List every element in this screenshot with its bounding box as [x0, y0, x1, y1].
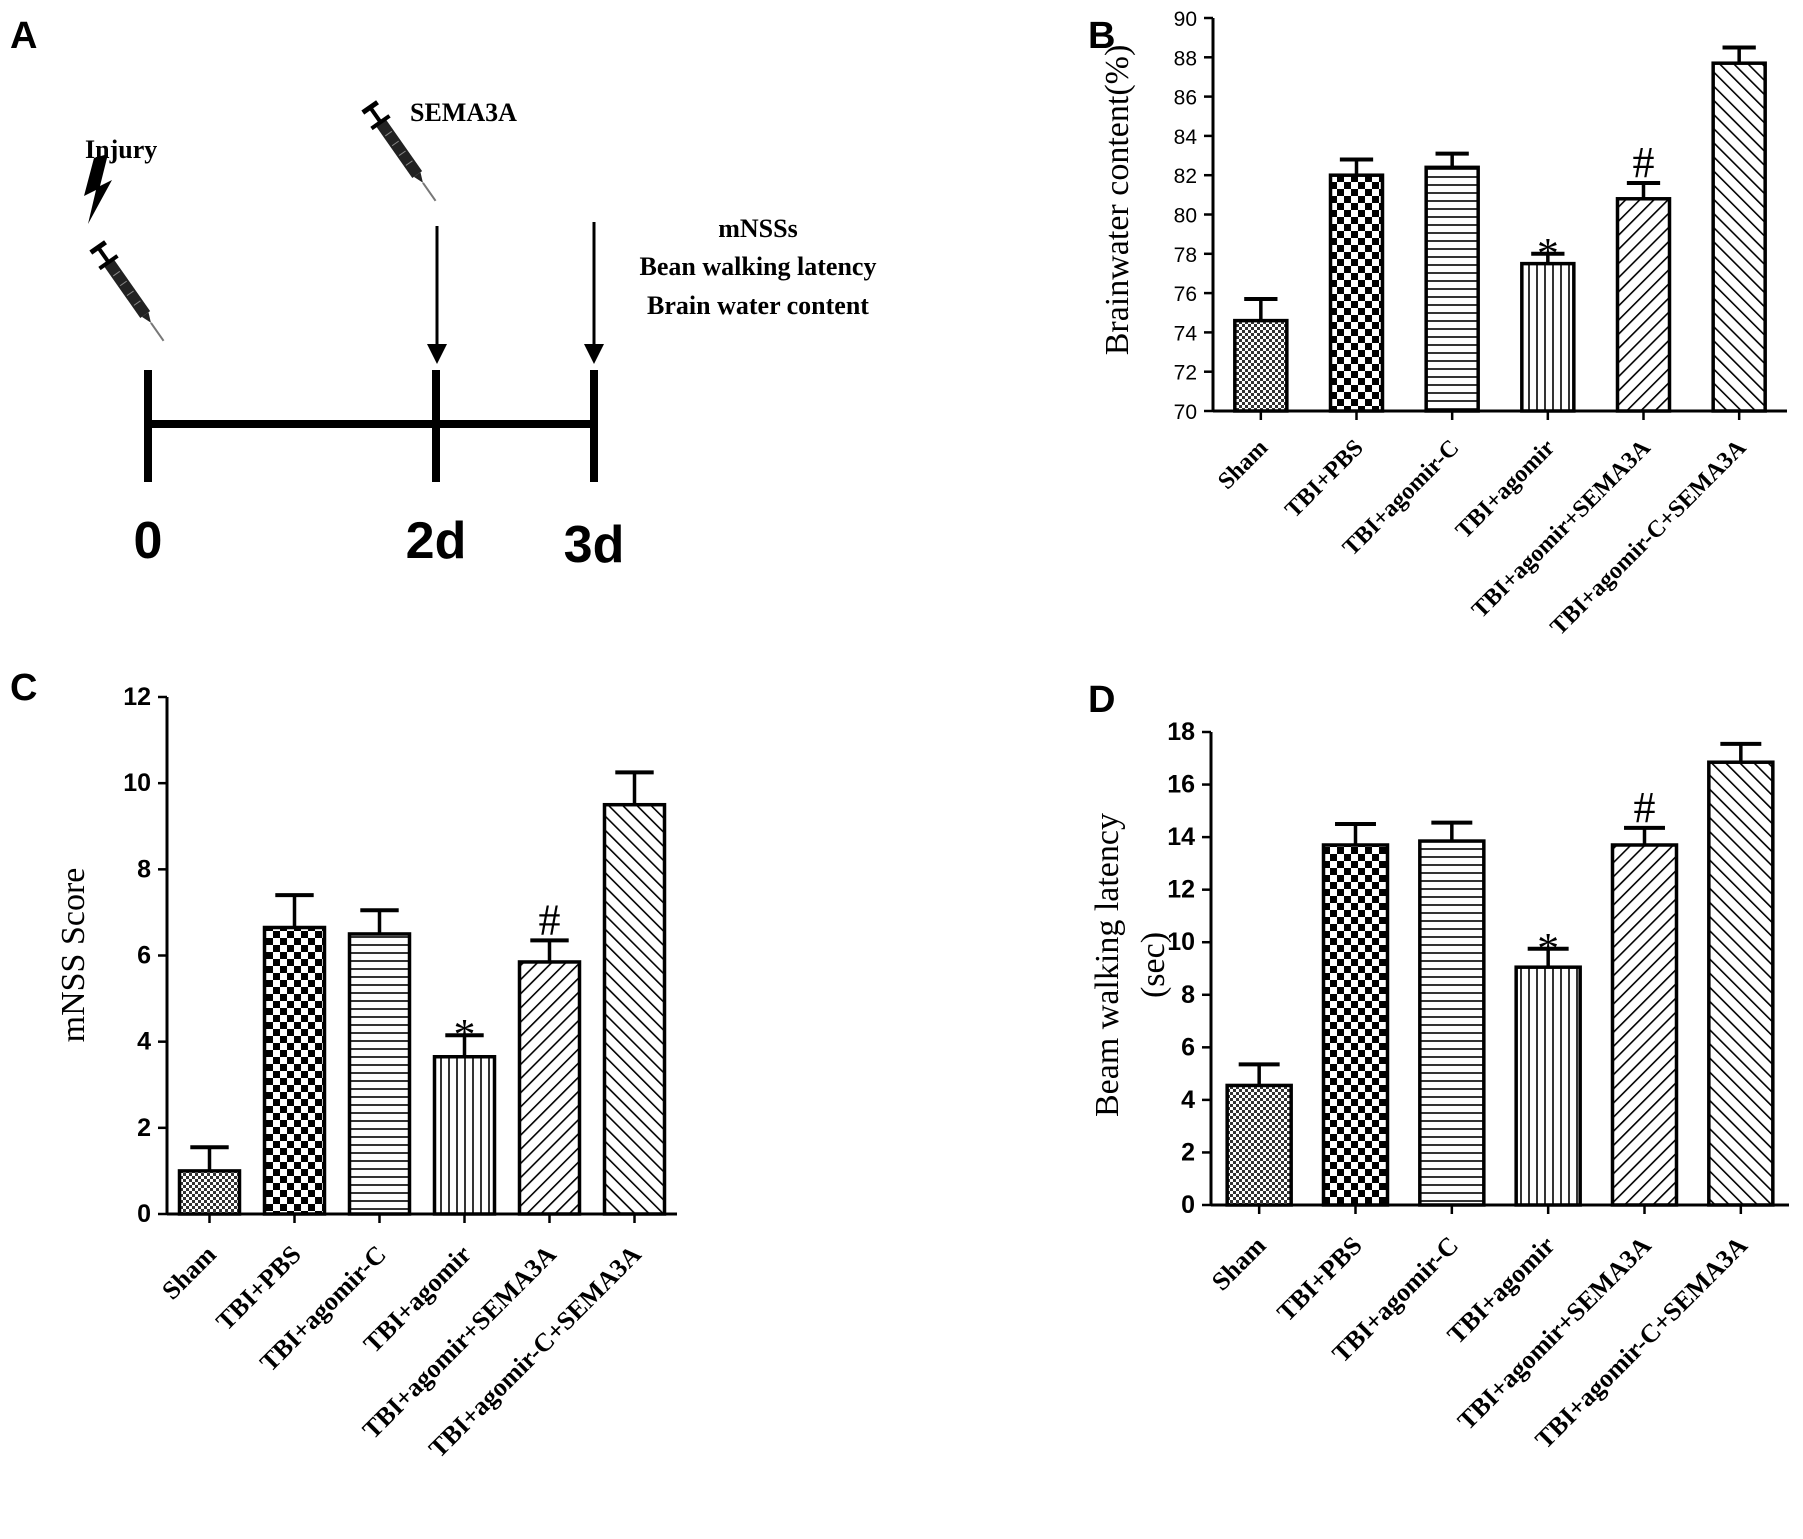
y-tick-label: 12 — [123, 683, 151, 711]
category-label: TBI+PBS — [1280, 435, 1368, 523]
y-tick-label: 4 — [1181, 1086, 1195, 1114]
significance-mark: # — [1634, 783, 1656, 832]
y-tick-label: 74 — [1174, 322, 1198, 345]
bar — [177, 1169, 242, 1216]
y-tick-label: 16 — [1167, 771, 1195, 799]
bar — [1707, 760, 1775, 1207]
y-tick-label: 90 — [1174, 8, 1197, 31]
y-tick-label: 6 — [1181, 1033, 1195, 1061]
bar — [1418, 839, 1486, 1207]
panel-letter-b: B — [1088, 15, 1115, 57]
bar — [602, 802, 667, 1216]
bar — [1711, 61, 1767, 413]
syringe-icon — [89, 241, 172, 347]
chart-brain-water: 70 72 74 76 78 80 82 84 86 88 90 Brainwater content… — [1099, 8, 1787, 641]
y-axis-label: Beam walking latency — [1089, 813, 1126, 1117]
arrow-head-icon — [427, 344, 447, 364]
y-tick-label: 12 — [1167, 876, 1195, 904]
y-axis-label: mNSS Score — [55, 868, 92, 1043]
y-tick-label: 2 — [1181, 1138, 1195, 1166]
timeline-panel: Injury SEMA3A mNSSs Bean walking latency… — [84, 98, 876, 574]
y-tick-label: 0 — [137, 1200, 151, 1228]
bar — [1328, 173, 1385, 413]
panel-letter-d: D — [1088, 679, 1115, 721]
lightning-icon — [84, 154, 112, 224]
timeline-tick-label: 3d — [564, 516, 625, 574]
significance-mark: * — [1537, 229, 1559, 278]
y-tick-label: 4 — [137, 1028, 151, 1056]
panel-letter-c: C — [10, 667, 37, 709]
category-label: TBI+agomir+SEMA3A — [1452, 1231, 1657, 1436]
timeline-outcome-1: mNSSs — [718, 214, 797, 243]
bar — [517, 960, 582, 1216]
category-label: Sham — [1213, 435, 1273, 495]
timeline-injury-label: Injury — [85, 135, 157, 164]
y-tick-label: 88 — [1174, 47, 1197, 70]
category-label: Sham — [1206, 1230, 1272, 1296]
timeline-outcome-3: Brain water content — [647, 291, 869, 320]
timeline-outcome-2: Bean walking latency — [640, 252, 877, 281]
y-tick-label: 72 — [1174, 362, 1197, 385]
y-tick-label: 84 — [1174, 126, 1198, 149]
bar — [1610, 843, 1679, 1207]
y-tick-label: 82 — [1174, 165, 1197, 188]
y-tick-label: 6 — [137, 942, 151, 970]
bar — [1225, 1083, 1293, 1207]
y-tick-label: 80 — [1174, 205, 1197, 228]
bar — [1514, 965, 1582, 1207]
timeline-tick-label: 0 — [134, 512, 163, 570]
significance-mark: * — [454, 1010, 476, 1059]
y-tick-label: 10 — [123, 769, 151, 797]
bar — [432, 1054, 497, 1216]
chart-beam-walking: 0 2 4 6 8 10 12 14 16 18 Beam walking latency (sec)… — [1089, 718, 1789, 1454]
arrow-head-icon — [584, 344, 604, 364]
bar — [1520, 261, 1576, 413]
category-label: TBI+agomir+SEMA3A — [1467, 434, 1656, 623]
y-tick-label: 14 — [1167, 823, 1195, 851]
bar — [1321, 843, 1390, 1207]
y-axis-label: Brainwater content(%) — [1099, 45, 1136, 356]
y-axis-label-unit: (sec) — [1135, 932, 1172, 998]
y-tick-label: 8 — [137, 855, 151, 883]
timeline-sema-label: SEMA3A — [410, 98, 517, 127]
y-tick-label: 86 — [1174, 87, 1197, 110]
significance-mark: * — [1537, 924, 1559, 973]
timeline-tick-label: 2d — [406, 512, 467, 570]
bar — [1615, 197, 1672, 413]
category-label: Sham — [156, 1239, 222, 1305]
y-tick-label: 78 — [1174, 244, 1197, 267]
y-tick-label: 0 — [1181, 1191, 1195, 1219]
category-label: TBI+agomir-C+SEMA3A — [1546, 434, 1752, 640]
y-tick-label: 8 — [1181, 981, 1195, 1009]
bar — [262, 925, 327, 1216]
y-tick-label: 76 — [1174, 283, 1197, 306]
bar — [347, 932, 412, 1216]
y-tick-label: 18 — [1167, 718, 1195, 746]
y-tick-label: 70 — [1174, 401, 1197, 424]
significance-mark: # — [1633, 138, 1655, 187]
bar — [1424, 165, 1480, 413]
y-tick-label: 10 — [1167, 928, 1195, 956]
category-label: TBI+PBS — [1271, 1231, 1367, 1327]
significance-mark: # — [539, 895, 561, 944]
y-tick-label: 2 — [137, 1114, 151, 1142]
panel-letter-a: A — [10, 15, 37, 57]
bar — [1233, 318, 1289, 413]
